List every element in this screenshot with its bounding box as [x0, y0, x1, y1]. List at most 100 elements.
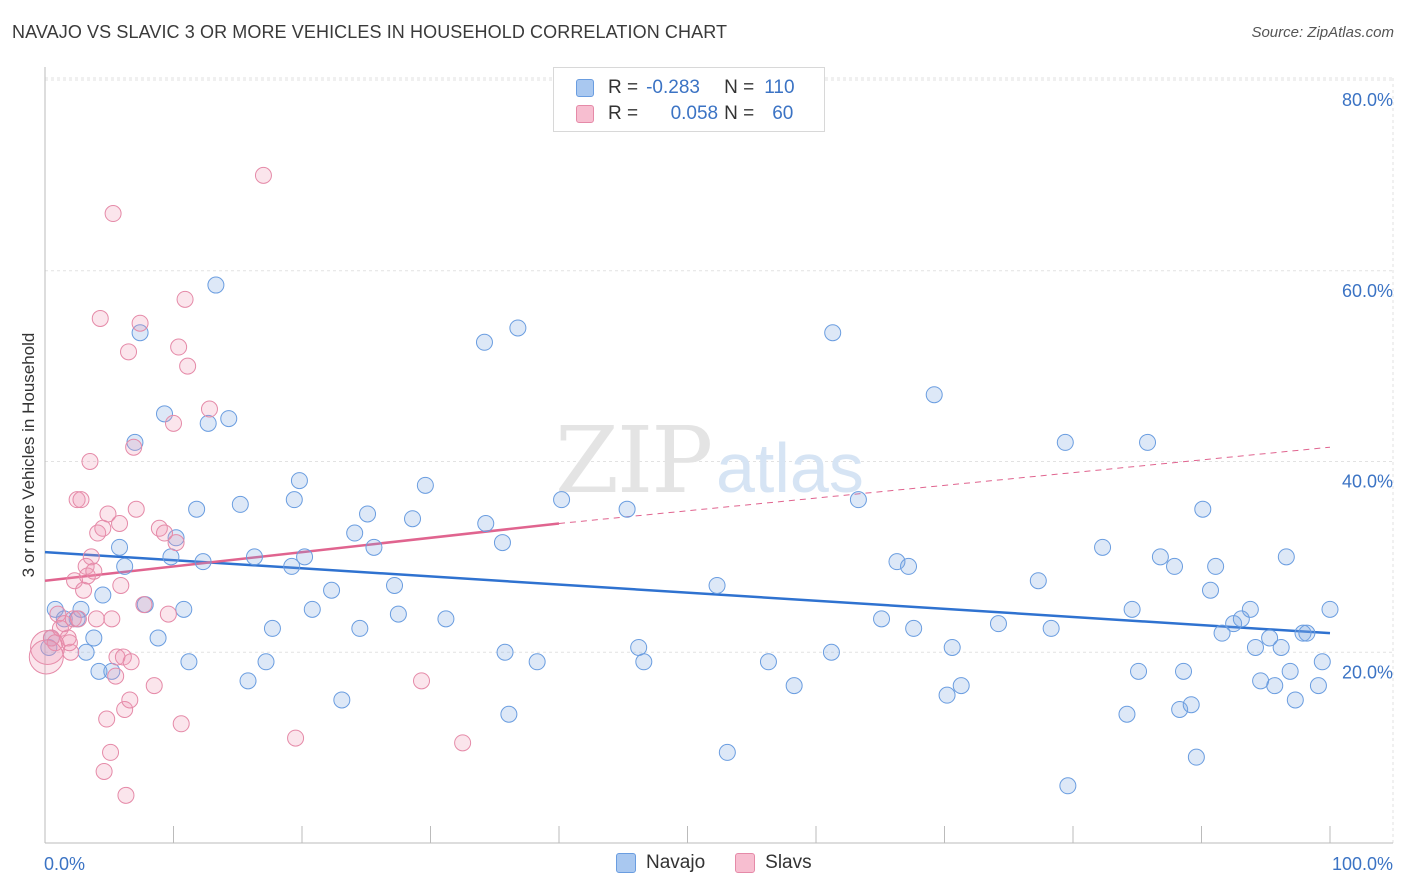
legend-n-label: N =	[724, 103, 755, 124]
data-point-slavs	[82, 548, 100, 566]
data-point-navajo	[509, 319, 527, 337]
y-tick-label: 80.0%	[1342, 90, 1393, 110]
trend-line-slavs-dashed	[558, 446, 1331, 524]
data-point-navajo	[323, 581, 341, 599]
data-point-navajo	[1252, 672, 1270, 690]
data-point-navajo	[257, 653, 275, 671]
data-point-navajo	[905, 619, 923, 637]
data-point-slavs	[127, 500, 145, 518]
data-point-navajo	[943, 638, 961, 656]
watermark-atlas: atlas	[716, 429, 864, 507]
legend-n-value: 110	[764, 77, 795, 98]
data-point-navajo	[708, 576, 726, 594]
data-point-slavs	[254, 166, 272, 184]
data-point-navajo	[952, 677, 970, 695]
data-point-navajo	[175, 600, 193, 618]
data-point-navajo	[94, 586, 112, 604]
data-point-navajo	[1175, 662, 1193, 680]
data-point-slavs	[89, 524, 107, 542]
data-point-slavs	[117, 786, 135, 804]
data-point-navajo	[1042, 619, 1060, 637]
legend-row-navajo: R = -0.283 N = 110	[576, 76, 795, 100]
data-point-navajo	[303, 600, 321, 618]
data-point-navajo	[1294, 624, 1312, 642]
data-point-navajo	[386, 576, 404, 594]
data-point-navajo	[1056, 433, 1074, 451]
axis-ticks: 20.0% 40.0% 60.0% 80.0% 0.0% 100.0%	[44, 90, 1393, 874]
data-point-navajo	[759, 653, 777, 671]
bottom-legend-label-slavs: Slavs	[765, 852, 812, 873]
data-point-navajo	[1298, 624, 1316, 642]
data-point-navajo	[156, 405, 174, 423]
data-point-navajo	[333, 691, 351, 709]
data-point-navajo	[285, 491, 303, 509]
data-point-slavs	[165, 414, 182, 432]
bottom-legend-swatch-navajo	[616, 853, 636, 873]
data-point-navajo	[785, 677, 803, 695]
data-point-slavs	[131, 314, 149, 332]
bottom-legend-navajo: Navajo	[616, 852, 705, 874]
data-point-navajo	[188, 500, 206, 518]
data-point-navajo	[85, 629, 103, 647]
data-point-navajo	[180, 653, 198, 671]
data-point-navajo	[1241, 600, 1259, 618]
data-point-slavs	[287, 729, 305, 747]
y-axis-label: 3 or more Vehicles in Household	[19, 333, 38, 578]
data-point-navajo	[239, 672, 257, 690]
data-point-navajo	[149, 629, 167, 647]
watermark-zip: ZIP	[555, 407, 711, 514]
data-point-navajo	[1277, 548, 1295, 566]
data-point-slavs	[112, 576, 130, 594]
data-point-navajo	[1266, 677, 1284, 695]
data-point-slavs	[111, 514, 129, 532]
data-point-slavs	[170, 338, 188, 356]
data-point-navajo	[1059, 777, 1077, 795]
data-point-slavs	[60, 634, 78, 652]
data-point-navajo	[496, 643, 514, 661]
data-point-navajo	[849, 491, 867, 509]
data-point-navajo	[873, 610, 891, 628]
data-point-navajo	[493, 534, 511, 552]
data-point-navajo	[220, 410, 238, 428]
data-point-navajo	[199, 414, 217, 432]
data-point-slavs	[68, 491, 86, 509]
data-point-slavs	[200, 400, 218, 418]
bottom-legend-swatch-slavs	[735, 853, 756, 873]
data-point-slavs	[102, 743, 120, 761]
data-point-slavs	[49, 605, 67, 623]
data-point-navajo	[1232, 610, 1250, 628]
data-point-slavs	[156, 524, 174, 542]
data-point-navajo	[938, 686, 956, 704]
trend-line-navajo	[44, 550, 1331, 635]
data-point-slavs	[179, 357, 197, 375]
data-point-navajo	[500, 705, 518, 723]
data-point-slavs	[87, 610, 105, 628]
data-point-slavs	[116, 700, 134, 718]
data-point-slavs	[145, 677, 163, 695]
data-point-navajo	[1313, 653, 1331, 671]
data-point-navajo	[416, 476, 434, 494]
data-point-slavs	[107, 667, 125, 685]
data-point-slavs	[167, 534, 185, 552]
legend-r-value: -0.283	[646, 77, 700, 98]
data-points	[28, 166, 1339, 804]
data-point-navajo	[824, 324, 842, 342]
data-point-navajo	[1286, 691, 1304, 709]
data-point-slavs	[69, 610, 87, 628]
data-point-slavs	[95, 762, 113, 780]
data-point-navajo	[475, 333, 493, 351]
data-point-navajo	[1201, 581, 1219, 599]
bottom-legend: Navajo Slavs	[616, 852, 842, 874]
data-point-navajo	[1123, 600, 1141, 618]
data-point-navajo	[111, 538, 129, 556]
legend-r-label: R =	[608, 103, 639, 124]
data-point-navajo	[925, 386, 943, 404]
data-point-navajo	[116, 557, 134, 575]
data-point-slavs	[454, 734, 472, 752]
series-slavs	[28, 166, 472, 804]
data-point-slavs	[94, 519, 112, 537]
data-point-slavs	[135, 596, 153, 614]
data-point-navajo	[359, 505, 377, 523]
data-point-navajo	[1166, 557, 1184, 575]
